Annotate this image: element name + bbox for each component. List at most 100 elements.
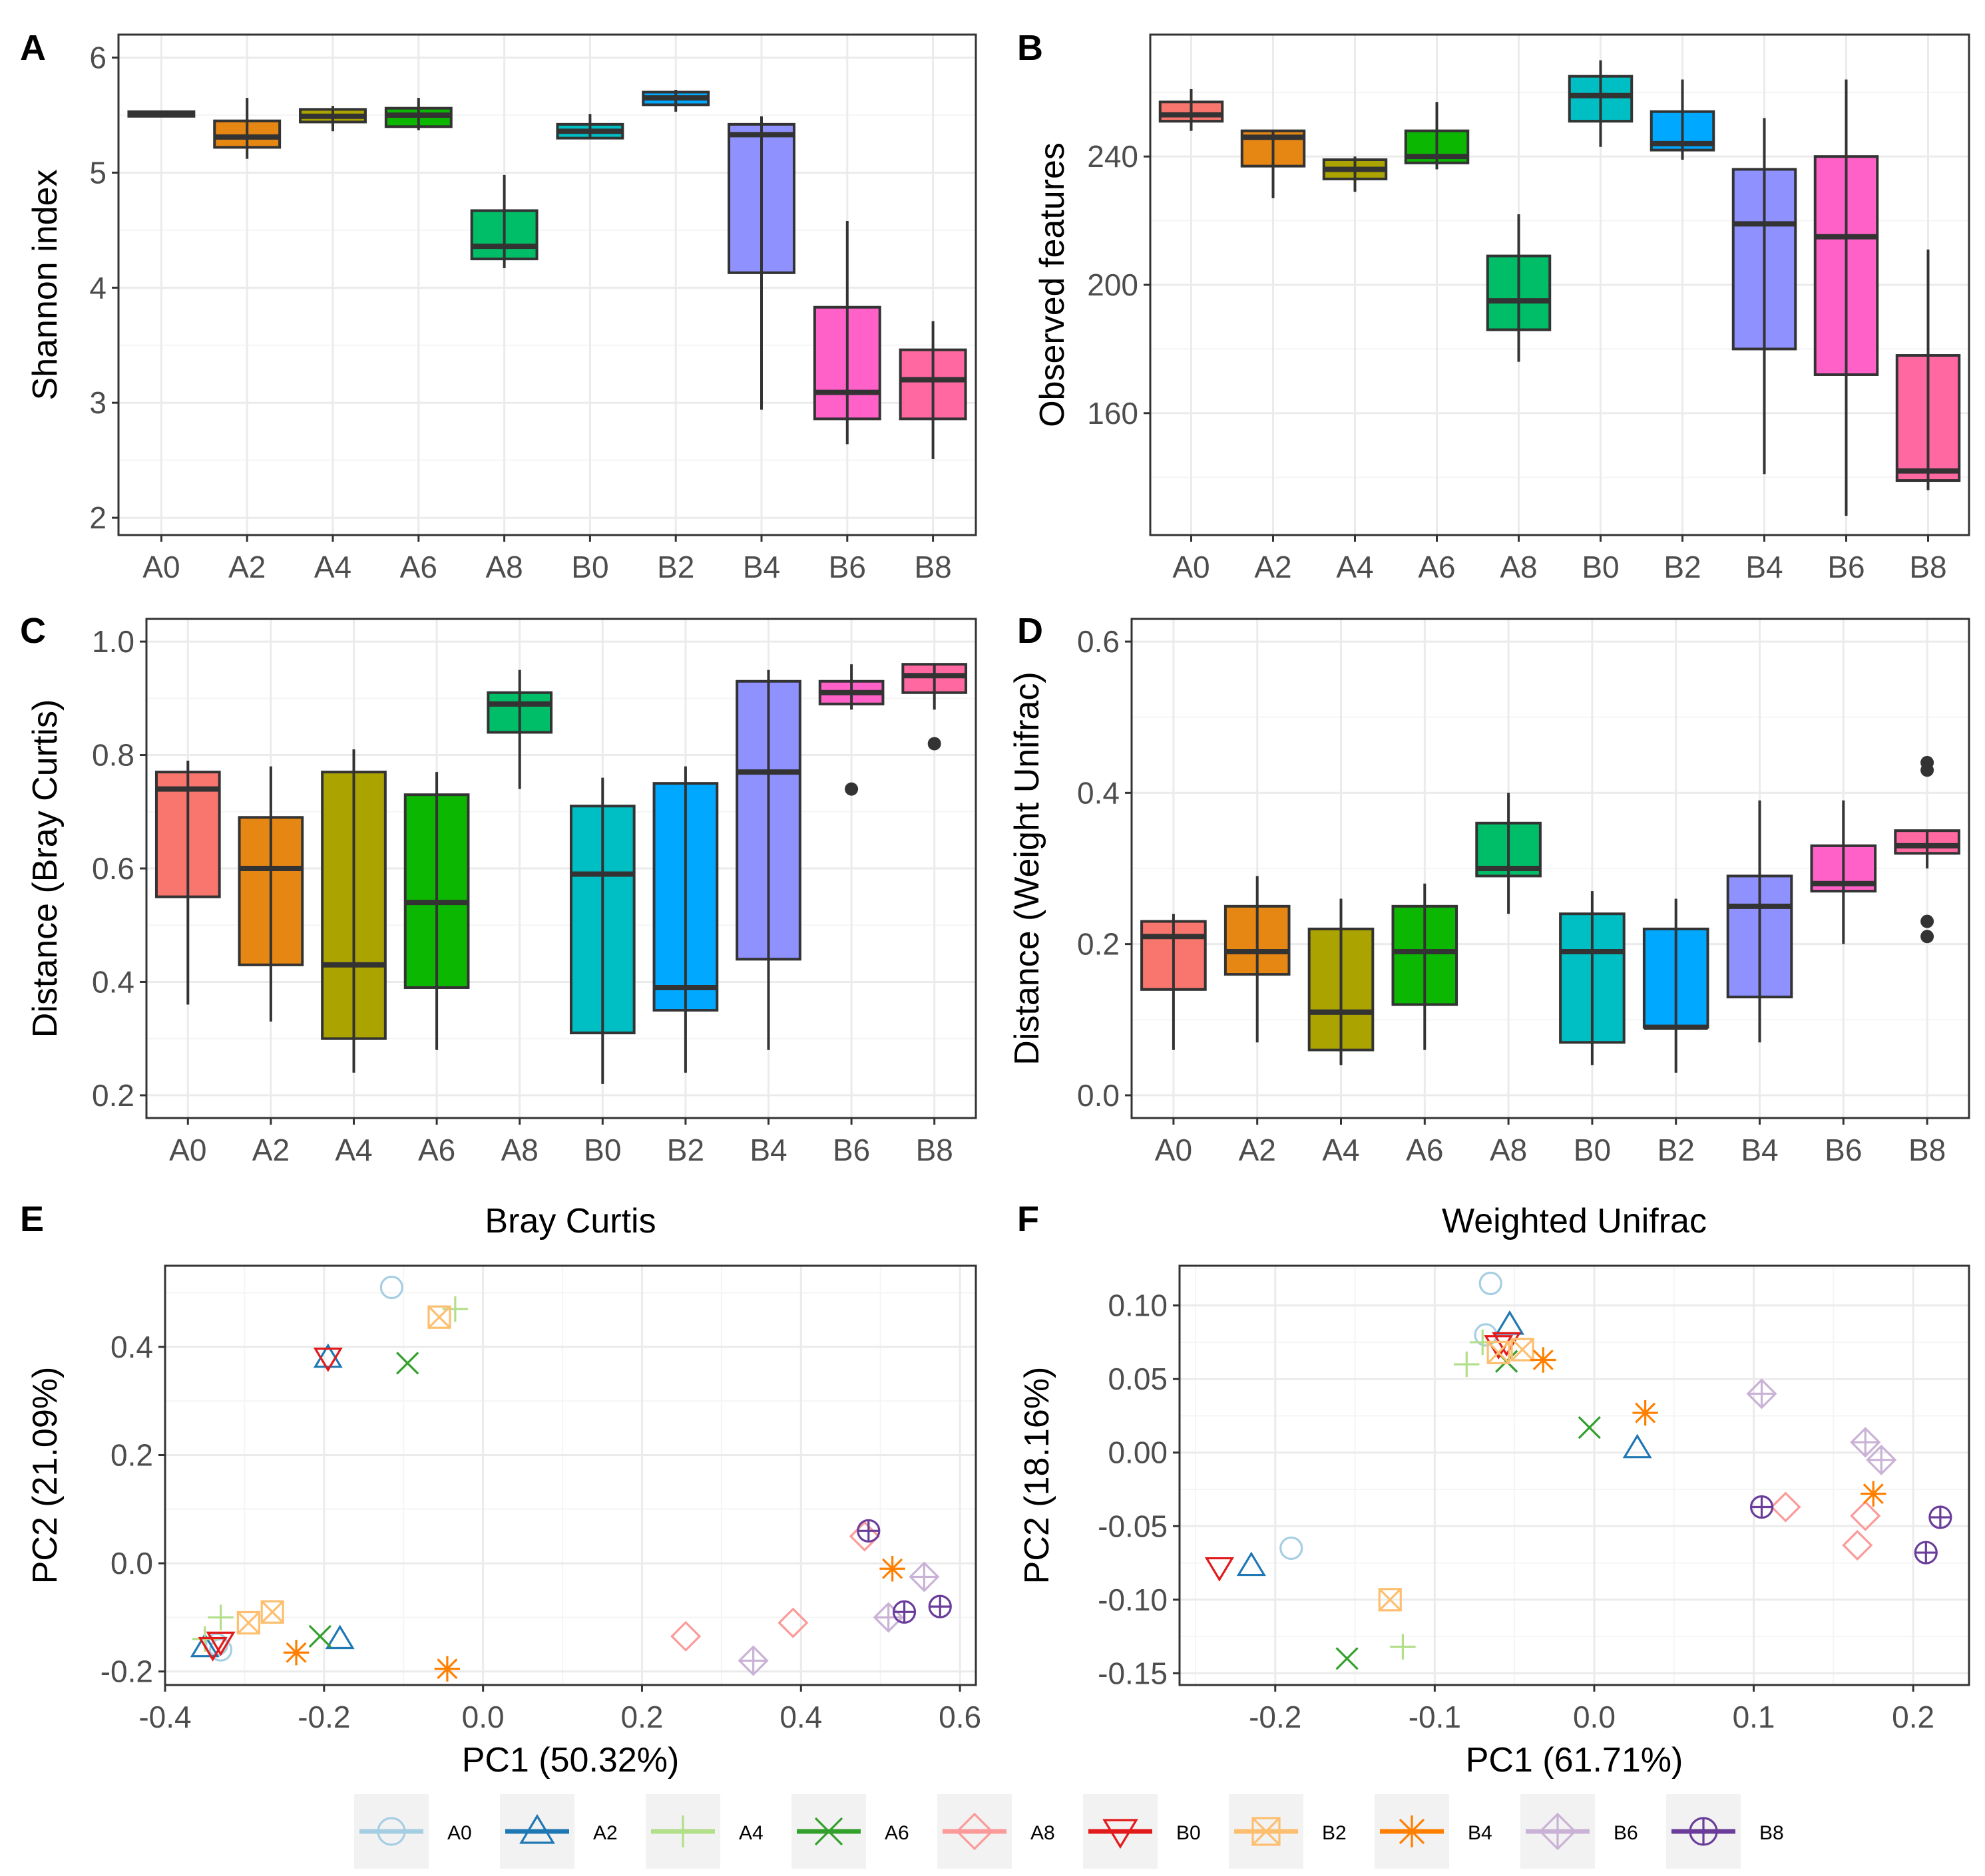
outlier-point <box>1920 914 1934 928</box>
panel-a: 2 3 4 5 6 A0 A2 A4 A6 A8 B0 B2 B4 B6 B8 Shannon index A <box>20 28 977 584</box>
box-a4 <box>1322 156 1388 192</box>
legend-label: A6 <box>885 1822 909 1844</box>
box-a0 <box>1158 89 1224 131</box>
box-b4 <box>1731 118 1797 474</box>
legend-label: A2 <box>593 1822 618 1844</box>
panel-label: E <box>20 1199 44 1239</box>
box-b4 <box>736 669 801 1050</box>
x-tick-label: B0 <box>584 1133 621 1167</box>
outlier-point <box>1920 755 1934 769</box>
legend-label: B2 <box>1322 1822 1347 1844</box>
chart-title: Bray Curtis <box>485 1202 656 1240</box>
y-tick-label: 0.00 <box>1108 1435 1168 1470</box>
box-b6 <box>818 664 885 796</box>
box-a0 <box>154 761 221 1005</box>
box-a4 <box>1307 898 1375 1065</box>
x-tick-label: 0.4 <box>779 1700 822 1734</box>
box-a6 <box>1391 883 1458 1050</box>
box-b2 <box>642 89 710 112</box>
x-tick-label: B2 <box>657 550 694 584</box>
panel-d: 0.0 0.2 0.4 0.6 A0 A2 A4 A6 A8 B0 B2 B4 B6 B8 Distance… <box>1008 611 1970 1167</box>
y-tick-label: 200 <box>1087 268 1138 302</box>
point-a2 <box>1236 1551 1266 1577</box>
y-tick-label: 0.05 <box>1108 1362 1168 1396</box>
x-tick-label: 0.2 <box>1892 1700 1934 1734</box>
y-tick-label: 1.0 <box>92 624 134 659</box>
legend: A0 A2 A4 A6 A8 B0 B2 B4 B6 B8 <box>354 1794 1784 1869</box>
y-axis-label: Distance (Bray Curtis) <box>26 699 65 1038</box>
x-tick-label: B4 <box>750 1133 787 1167</box>
box-b2 <box>652 766 719 1073</box>
y-axis-label: Distance (Weight Unifrac) <box>1008 671 1046 1065</box>
y-tick-label: 3 <box>89 385 107 420</box>
y-tick-label: 0.4 <box>92 964 134 999</box>
box-b4 <box>1726 800 1793 1043</box>
x-tick-label: B4 <box>1741 1133 1778 1167</box>
legend-circle-plus-icon <box>1689 1817 1718 1846</box>
x-tick-label: A0 <box>142 550 180 584</box>
x-tick-label: A6 <box>418 1133 455 1167</box>
box-a6 <box>384 98 453 130</box>
legend-circle-icon <box>377 1817 406 1846</box>
panel-c: 0.2 0.4 0.6 0.8 1.0 A0 A2 A4 A6 A8 B0 B2 B4 B6 B8 Dista… <box>20 611 977 1167</box>
point-b6 <box>1746 1378 1777 1409</box>
box-b6 <box>1813 79 1879 516</box>
legend-label: B8 <box>1759 1822 1784 1844</box>
x-tick-label: A0 <box>1172 550 1210 584</box>
x-tick-label: A4 <box>1322 1133 1359 1167</box>
point-b0 <box>198 1636 228 1662</box>
legend-label: A8 <box>1030 1822 1055 1844</box>
point-a6 <box>1335 1647 1359 1670</box>
x-tick-label: -0.4 <box>138 1700 191 1734</box>
x-tick-label: A4 <box>314 550 351 584</box>
point-a0 <box>208 1638 233 1662</box>
point-a2 <box>313 1343 343 1368</box>
legend-label: B0 <box>1176 1822 1201 1844</box>
box-a4 <box>299 106 367 132</box>
point-a0 <box>1279 1536 1303 1561</box>
y-tick-label: 0.4 <box>110 1330 153 1364</box>
panel-d-panel-border <box>1130 618 1970 1119</box>
legend-label: A0 <box>447 1822 472 1844</box>
point-b8 <box>1928 1505 1952 1529</box>
panel-a-panel-border <box>117 33 977 536</box>
y-tick-label: 6 <box>89 41 107 75</box>
x-tick-label: B0 <box>571 550 608 584</box>
box-a0 <box>127 110 196 118</box>
point-b2 <box>427 1305 451 1329</box>
y-tick-label: 4 <box>89 270 107 305</box>
x-tick-label: B2 <box>1657 1133 1695 1167</box>
legend-diamond-plus-icon <box>1538 1812 1577 1851</box>
y-axis-label: Observed features <box>1033 142 1072 427</box>
x-tick-label: B2 <box>667 1133 704 1167</box>
y-tick-label: 0.10 <box>1108 1288 1168 1323</box>
legend-triangle-icon <box>519 1813 555 1844</box>
x-tick-label: A2 <box>1239 1133 1276 1167</box>
box-b0 <box>556 114 624 140</box>
y-axis-label: PC2 (18.16%) <box>1018 1367 1056 1585</box>
x-tick-label: 0.2 <box>620 1700 663 1734</box>
legend-label: B6 <box>1614 1822 1638 1844</box>
x-tick-label: A2 <box>252 1133 290 1167</box>
box-a8 <box>1475 793 1542 914</box>
point-b6 <box>1866 1444 1897 1475</box>
y-tick-label: 0.0 <box>1077 1078 1120 1113</box>
point-b8 <box>892 1600 917 1624</box>
box-b8 <box>899 321 967 459</box>
box-a8 <box>487 669 553 789</box>
chart-title: Weighted Unifrac <box>1442 1202 1707 1240</box>
x-tick-label: A0 <box>1155 1133 1192 1167</box>
panel-f-panel-border <box>1178 1264 1970 1686</box>
x-tick-label: A6 <box>400 550 437 584</box>
panel-a-plot-bg <box>118 35 976 535</box>
x-tick-label: B8 <box>916 1133 953 1167</box>
y-tick-label: 0.0 <box>110 1546 153 1581</box>
x-tick-label: B6 <box>833 1133 870 1167</box>
point-b6 <box>909 1561 940 1593</box>
legend-item-b6: B6 <box>1520 1794 1638 1869</box>
box-b8 <box>901 663 968 751</box>
x-tick-label: B6 <box>829 550 866 584</box>
point-a0 <box>379 1275 403 1300</box>
box-b2 <box>1650 79 1715 160</box>
